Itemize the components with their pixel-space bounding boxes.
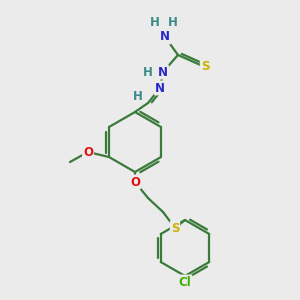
Text: N: N xyxy=(160,31,170,44)
Text: O: O xyxy=(130,176,140,188)
Text: Cl: Cl xyxy=(178,275,191,289)
Text: O: O xyxy=(83,146,93,158)
Text: H: H xyxy=(143,65,153,79)
Text: H: H xyxy=(168,16,178,28)
Text: N: N xyxy=(155,82,165,94)
Text: H: H xyxy=(150,16,160,28)
Text: S: S xyxy=(171,221,179,235)
Text: H: H xyxy=(133,91,143,103)
Text: S: S xyxy=(201,61,209,74)
Text: N: N xyxy=(158,65,168,79)
